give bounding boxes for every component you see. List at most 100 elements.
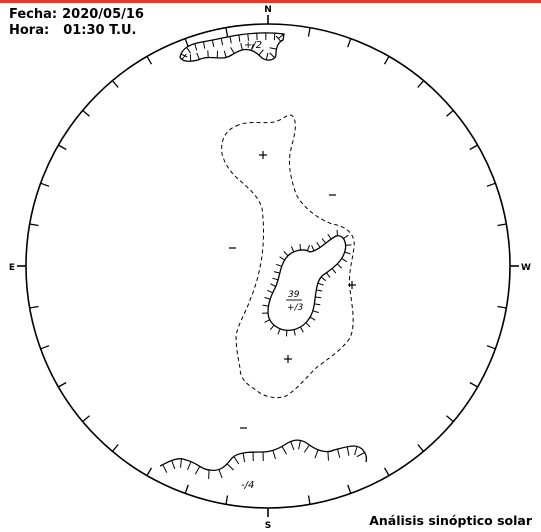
- hatch-mark: [326, 272, 331, 278]
- hatch-mark: [343, 234, 349, 240]
- hatch-mark: [311, 245, 315, 251]
- hatch-mark: [277, 328, 281, 335]
- limb-tick: [347, 38, 352, 48]
- time-value: 01:30 T.U.: [63, 23, 137, 38]
- hatch-mark: [272, 450, 276, 460]
- hatch-mark: [314, 449, 319, 459]
- filament-hatch-marks: [162, 32, 365, 479]
- limb-tick: [58, 144, 67, 151]
- limb-tick-marks: [29, 27, 507, 505]
- hatch-mark: [306, 244, 310, 251]
- north-label: N: [264, 5, 272, 15]
- hatch-mark: [265, 52, 269, 60]
- hatch-mark: [162, 464, 168, 473]
- diagram-title: Análisis sinóptico solar: [369, 513, 532, 528]
- hatch-mark: [273, 271, 280, 274]
- center-region-label-top: 39: [288, 290, 300, 300]
- hatch-mark: [354, 446, 358, 456]
- hatch-mark: [233, 456, 240, 465]
- limb-tick: [111, 444, 119, 452]
- limb-tick: [469, 381, 478, 388]
- hatch-mark: [218, 469, 223, 479]
- hatch-mark: [269, 52, 276, 59]
- hatch-mark: [316, 289, 323, 292]
- hatch-mark: [203, 41, 206, 49]
- hatch-mark: [194, 466, 201, 475]
- polarity-marks: [229, 151, 356, 429]
- hatch-mark: [196, 52, 200, 60]
- south-polar-region: -/4: [159, 439, 368, 491]
- limb-tick: [347, 484, 352, 494]
- hatch-mark: [278, 33, 285, 39]
- hatch-mark: [171, 460, 176, 470]
- limb-tick: [225, 27, 229, 37]
- time-label: Hora:: [9, 23, 50, 38]
- central-dashed-contour: [221, 114, 355, 399]
- limb-tick: [58, 381, 67, 388]
- hatch-mark: [299, 326, 304, 333]
- top-accent-bar: [0, 0, 541, 3]
- limb-tick: [383, 56, 390, 65]
- limb-tick: [417, 80, 425, 88]
- hatch-mark: [312, 310, 319, 314]
- hatch-mark: [356, 452, 365, 458]
- hatch-mark: [309, 316, 316, 321]
- west-label: W: [521, 263, 531, 273]
- hatch-mark: [283, 251, 289, 257]
- hatch-mark: [303, 444, 310, 453]
- hatch-mark: [270, 283, 277, 287]
- hatch-mark: [250, 43, 254, 51]
- hatch-mark: [264, 296, 271, 300]
- limb-tick: [111, 80, 119, 88]
- hatch-mark: [242, 452, 246, 462]
- hatch-mark: [180, 458, 182, 468]
- hatch-mark: [314, 303, 321, 306]
- limb-tick: [40, 182, 50, 187]
- limb-tick: [29, 305, 39, 309]
- time-line: Hora: 01:30 T.U.: [9, 23, 136, 38]
- hatch-mark: [281, 446, 287, 455]
- hatch-mark: [269, 324, 275, 331]
- date-line: Fecha: 2020/05/16: [9, 7, 144, 22]
- hatch-mark: [275, 35, 282, 42]
- east-label: E: [9, 263, 15, 273]
- hatch-mark: [279, 256, 285, 261]
- limb-tick: [497, 305, 507, 309]
- hatch-mark: [327, 451, 329, 461]
- hatch-mark: [269, 47, 277, 50]
- hatch-mark: [180, 53, 188, 58]
- limb-tick: [225, 495, 229, 505]
- hatch-mark: [290, 246, 295, 253]
- compass-markers: N S E W: [9, 5, 531, 531]
- center-region-label-bottom: +/3: [287, 303, 304, 313]
- limb-tick: [184, 484, 189, 494]
- south-region-label: -/4: [241, 480, 254, 491]
- limb-tick: [40, 345, 50, 350]
- hatch-mark: [262, 304, 269, 307]
- hatch-mark: [186, 47, 191, 54]
- hatch-mark: [341, 257, 347, 263]
- hatch-mark: [226, 463, 234, 471]
- hatch-mark: [194, 43, 198, 51]
- hatch-mark: [317, 282, 324, 286]
- hatch-mark: [327, 233, 332, 240]
- hatch-mark: [272, 277, 279, 281]
- hatch-mark: [220, 38, 224, 46]
- limb-tick: [446, 109, 454, 117]
- hatch-mark: [238, 34, 241, 42]
- limb-tick: [184, 38, 189, 48]
- south-label: S: [265, 521, 271, 531]
- limb-tick: [497, 223, 507, 227]
- date-label: Fecha:: [9, 7, 58, 22]
- hatch-mark: [267, 289, 273, 294]
- hatch-mark: [181, 53, 187, 60]
- hatch-mark: [316, 242, 321, 248]
- limb-tick: [82, 415, 90, 423]
- hatch-mark: [320, 276, 327, 282]
- limb-tick: [486, 182, 496, 187]
- limb-tick: [307, 27, 311, 37]
- hatch-mark: [299, 244, 301, 251]
- limb-tick: [383, 467, 390, 476]
- limb-tick: [82, 109, 90, 117]
